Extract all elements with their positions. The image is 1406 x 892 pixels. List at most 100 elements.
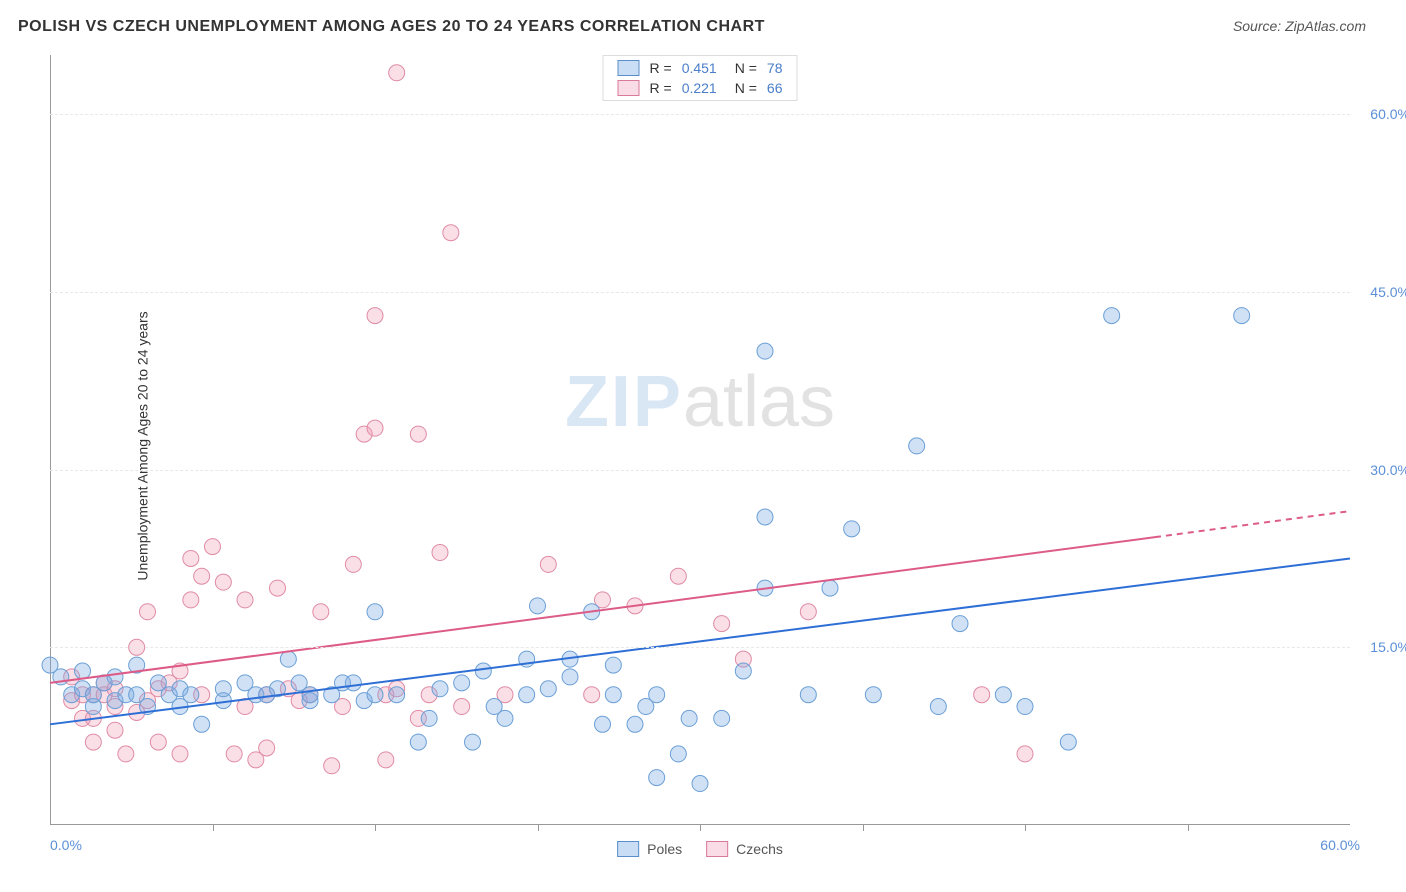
scatter-point-czech bbox=[215, 574, 231, 590]
chart-source: Source: ZipAtlas.com bbox=[1233, 18, 1366, 34]
scatter-point-polish bbox=[421, 710, 437, 726]
scatter-point-czech bbox=[1017, 746, 1033, 762]
scatter-point-czech bbox=[183, 550, 199, 566]
x-minor-tick bbox=[213, 825, 214, 831]
scatter-point-polish bbox=[1234, 308, 1250, 324]
scatter-point-polish bbox=[757, 509, 773, 525]
scatter-point-czech bbox=[367, 308, 383, 324]
scatter-point-czech bbox=[389, 65, 405, 81]
swatch-blue-icon bbox=[617, 841, 639, 857]
scatter-point-polish bbox=[367, 604, 383, 620]
scatter-point-czech bbox=[140, 604, 156, 620]
scatter-point-polish bbox=[194, 716, 210, 732]
scatter-point-polish bbox=[649, 770, 665, 786]
scatter-point-polish bbox=[389, 687, 405, 703]
scatter-point-czech bbox=[194, 568, 210, 584]
scatter-point-czech bbox=[378, 752, 394, 768]
x-minor-tick bbox=[863, 825, 864, 831]
scatter-point-czech bbox=[800, 604, 816, 620]
scatter-point-polish bbox=[692, 776, 708, 792]
scatter-point-czech bbox=[183, 592, 199, 608]
scatter-point-czech bbox=[107, 722, 123, 738]
scatter-point-polish bbox=[183, 687, 199, 703]
gridline-h bbox=[50, 647, 1350, 648]
scatter-point-polish bbox=[465, 734, 481, 750]
y-tick-label: 60.0% bbox=[1370, 106, 1406, 122]
scatter-point-polish bbox=[454, 675, 470, 691]
scatter-point-czech bbox=[150, 734, 166, 750]
y-tick-label: 15.0% bbox=[1370, 639, 1406, 655]
scatter-point-czech bbox=[454, 699, 470, 715]
scatter-point-czech bbox=[432, 545, 448, 561]
x-minor-tick bbox=[700, 825, 701, 831]
scatter-point-polish bbox=[649, 687, 665, 703]
scatter-point-polish bbox=[345, 675, 361, 691]
scatter-point-polish bbox=[735, 663, 751, 679]
scatter-point-polish bbox=[432, 681, 448, 697]
scatter-point-polish bbox=[909, 438, 925, 454]
scatter-point-polish bbox=[475, 663, 491, 679]
scatter-point-czech bbox=[85, 734, 101, 750]
gridline-h bbox=[50, 292, 1350, 293]
scatter-point-polish bbox=[865, 687, 881, 703]
x-origin-label: 0.0% bbox=[50, 837, 82, 853]
trendline-polish bbox=[50, 558, 1350, 724]
scatter-point-polish bbox=[1017, 699, 1033, 715]
chart-container: POLISH VS CZECH UNEMPLOYMENT AMONG AGES … bbox=[0, 0, 1406, 892]
swatch-pink-icon bbox=[706, 841, 728, 857]
scatter-point-czech bbox=[670, 568, 686, 584]
scatter-point-polish bbox=[995, 687, 1011, 703]
scatter-point-polish bbox=[605, 657, 621, 673]
x-minor-tick bbox=[1188, 825, 1189, 831]
scatter-point-czech bbox=[410, 426, 426, 442]
scatter-point-czech bbox=[259, 740, 275, 756]
scatter-point-polish bbox=[562, 669, 578, 685]
x-minor-tick bbox=[375, 825, 376, 831]
scatter-point-czech bbox=[584, 687, 600, 703]
scatter-point-polish bbox=[280, 651, 296, 667]
scatter-point-czech bbox=[172, 746, 188, 762]
scatter-point-polish bbox=[681, 710, 697, 726]
scatter-point-polish bbox=[367, 687, 383, 703]
scatter-point-polish bbox=[605, 687, 621, 703]
scatter-point-polish bbox=[302, 687, 318, 703]
legend-item-czechs: Czechs bbox=[706, 841, 783, 857]
legend-label-poles: Poles bbox=[647, 841, 682, 857]
scatter-point-czech bbox=[974, 687, 990, 703]
scatter-point-polish bbox=[540, 681, 556, 697]
scatter-point-polish bbox=[530, 598, 546, 614]
chart-title: POLISH VS CZECH UNEMPLOYMENT AMONG AGES … bbox=[18, 18, 765, 36]
scatter-point-polish bbox=[410, 734, 426, 750]
scatter-point-czech bbox=[205, 539, 221, 555]
scatter-point-polish bbox=[75, 663, 91, 679]
scatter-point-polish bbox=[1104, 308, 1120, 324]
scatter-point-polish bbox=[757, 343, 773, 359]
scatter-point-polish bbox=[844, 521, 860, 537]
scatter-point-czech bbox=[118, 746, 134, 762]
scatter-point-polish bbox=[627, 716, 643, 732]
scatter-point-polish bbox=[107, 669, 123, 685]
scatter-point-polish bbox=[800, 687, 816, 703]
scatter-point-polish bbox=[714, 710, 730, 726]
gridline-h bbox=[50, 114, 1350, 115]
scatter-point-polish bbox=[930, 699, 946, 715]
x-max-label: 60.0% bbox=[1320, 837, 1360, 853]
y-tick-label: 45.0% bbox=[1370, 284, 1406, 300]
scatter-point-polish bbox=[497, 710, 513, 726]
scatter-point-czech bbox=[313, 604, 329, 620]
scatter-point-czech bbox=[324, 758, 340, 774]
scatter-point-polish bbox=[595, 716, 611, 732]
trendline-czech-extrapolated bbox=[1155, 511, 1350, 537]
scatter-point-polish bbox=[519, 687, 535, 703]
scatter-point-czech bbox=[226, 746, 242, 762]
scatter-point-polish bbox=[215, 681, 231, 697]
plot-area: R = 0.451 N = 78 R = 0.221 N = 66 ZIPatl… bbox=[50, 55, 1350, 825]
scatter-point-czech bbox=[714, 616, 730, 632]
scatter-point-polish bbox=[1060, 734, 1076, 750]
legend-label-czechs: Czechs bbox=[736, 841, 783, 857]
scatter-point-polish bbox=[952, 616, 968, 632]
scatter-point-czech bbox=[270, 580, 286, 596]
legend-series: Poles Czechs bbox=[617, 841, 783, 857]
gridline-h bbox=[50, 470, 1350, 471]
x-minor-tick bbox=[538, 825, 539, 831]
